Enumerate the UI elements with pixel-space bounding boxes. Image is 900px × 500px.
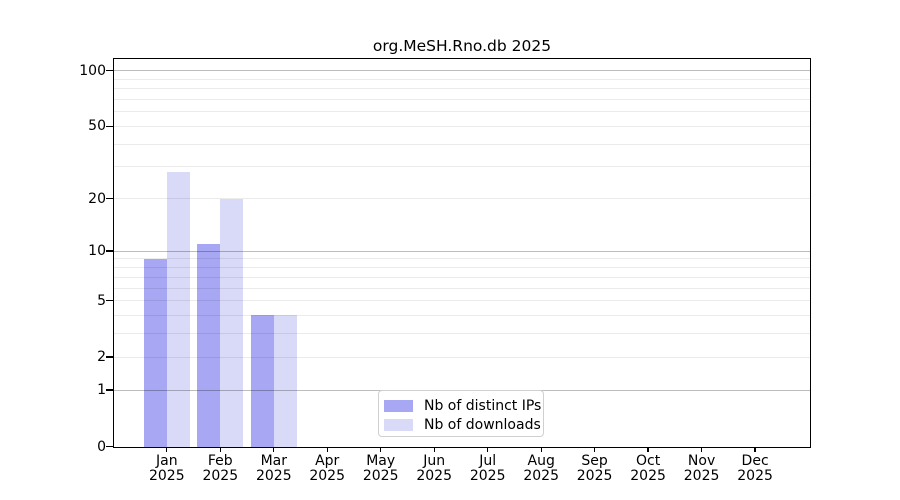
month-name: May <box>366 453 396 469</box>
y-tick-mark-5 <box>106 299 114 302</box>
gridline-minor-8 <box>114 267 810 268</box>
legend: Nb of distinct IPs Nb of downloads <box>378 390 544 437</box>
month-year: 2025 <box>737 468 773 484</box>
x-tick-mark-mar <box>273 447 275 452</box>
x-tick-label-may: May 2025 <box>353 454 409 484</box>
y-tick-label-1: 1 <box>97 382 106 398</box>
month-year: 2025 <box>523 468 559 484</box>
plot-area <box>112 57 812 448</box>
legend-label-distinct-ips: Nb of distinct IPs <box>424 397 542 414</box>
y-tick-mark-20 <box>106 197 114 200</box>
y-tick-mark-2 <box>106 356 114 358</box>
legend-swatch-distinct-ips <box>384 399 413 412</box>
x-tick-label-dec: Dec 2025 <box>727 454 783 484</box>
x-tick-mark-apr <box>326 447 328 452</box>
x-tick-mark-jul <box>487 447 489 452</box>
gridline-major-10 <box>114 250 810 252</box>
gridline-major-100 <box>114 70 810 71</box>
month-year: 2025 <box>683 468 720 484</box>
month-name: Jan <box>156 453 178 469</box>
bar-feb-downloads <box>220 198 244 447</box>
gridline-minor-50 <box>114 125 810 127</box>
bar-mar-downloads <box>273 315 297 447</box>
month-year: 2025 <box>202 468 239 484</box>
month-name: Sep <box>581 453 608 469</box>
x-tick-mark-may <box>380 447 382 452</box>
y-tick-label-0: 0 <box>97 438 106 455</box>
gridline-minor-90 <box>114 78 810 80</box>
month-name: Dec <box>741 453 769 469</box>
y-tick-mark-50 <box>106 125 114 127</box>
y-tick-mark-0 <box>106 445 114 448</box>
x-tick-label-feb: Feb 2025 <box>192 454 248 484</box>
x-tick-mark-feb <box>219 447 221 452</box>
gridline-minor-70 <box>114 98 810 100</box>
month-year: 2025 <box>630 468 666 484</box>
month-name: Aug <box>527 453 555 469</box>
legend-swatch-downloads <box>384 418 413 431</box>
bar-jan-distinct-ips <box>143 258 167 447</box>
gridline-minor-20 <box>114 198 810 199</box>
month-year: 2025 <box>469 468 506 484</box>
y-tick-mark-100 <box>106 69 114 72</box>
month-name: Feb <box>207 453 233 469</box>
x-tick-mark-jan <box>166 447 168 452</box>
month-year: 2025 <box>576 468 613 484</box>
gridline-minor-40 <box>114 143 810 145</box>
bar-mar-distinct-ips <box>250 315 274 447</box>
x-tick-mark-oct <box>647 447 649 452</box>
y-tick-mark-10 <box>106 250 114 252</box>
x-tick-mark-nov <box>700 447 703 452</box>
gridline-minor-9 <box>114 258 810 260</box>
x-tick-label-jan: Jan 2025 <box>139 454 195 484</box>
month-year: 2025 <box>416 468 452 484</box>
month-year: 2025 <box>362 468 399 484</box>
month-year: 2025 <box>148 468 185 484</box>
y-tick-label-100: 100 <box>79 62 106 79</box>
x-tick-label-jul: Jul 2025 <box>460 454 516 484</box>
y-tick-label-5: 5 <box>97 292 106 309</box>
x-tick-mark-sep <box>593 447 596 452</box>
bar-jan-downloads <box>166 172 190 447</box>
x-tick-label-oct: Oct 2025 <box>620 454 676 484</box>
x-tick-label-jun: Jun 2025 <box>406 454 462 484</box>
x-tick-mark-dec <box>754 447 756 452</box>
gridline-minor-80 <box>114 88 810 89</box>
month-name: Apr <box>315 453 340 469</box>
gridline-minor-4 <box>114 314 810 316</box>
x-tick-label-sep: Sep 2025 <box>567 454 623 484</box>
bar-feb-distinct-ips <box>197 244 221 447</box>
x-tick-label-apr: Apr 2025 <box>299 454 355 484</box>
x-tick-mark-aug <box>540 447 542 452</box>
month-name: Nov <box>687 453 716 469</box>
month-year: 2025 <box>309 468 345 484</box>
x-tick-mark-jun <box>433 447 435 452</box>
y-tick-mark-1 <box>106 389 114 391</box>
legend-label-downloads: Nb of downloads <box>424 416 541 433</box>
gridline-minor-6 <box>114 287 810 289</box>
gridline-minor-2 <box>114 356 810 358</box>
y-tick-label-10: 10 <box>88 243 106 260</box>
x-tick-label-mar: Mar 2025 <box>246 454 302 484</box>
month-name: Mar <box>260 453 287 469</box>
gridline-minor-60 <box>114 111 810 113</box>
gridline-minor-7 <box>114 276 810 278</box>
x-tick-label-aug: Aug 2025 <box>513 454 569 484</box>
y-tick-label-2: 2 <box>97 349 106 365</box>
y-tick-label-50: 50 <box>88 118 106 135</box>
month-year: 2025 <box>255 468 292 484</box>
legend-item-distinct-ips: Nb of distinct IPs <box>379 396 543 415</box>
month-name: Jun <box>423 453 446 469</box>
gridline-minor-30 <box>114 166 810 168</box>
chart-title: org.MeSH.Rno.db 2025 <box>372 37 552 55</box>
month-name: Jul <box>479 453 497 469</box>
x-tick-label-nov: Nov 2025 <box>674 454 730 484</box>
gridline-minor-5 <box>114 300 810 301</box>
y-tick-label-20: 20 <box>88 190 106 207</box>
month-name: Oct <box>635 453 661 469</box>
legend-item-downloads: Nb of downloads <box>379 415 543 434</box>
gridline-minor-3 <box>114 333 810 335</box>
